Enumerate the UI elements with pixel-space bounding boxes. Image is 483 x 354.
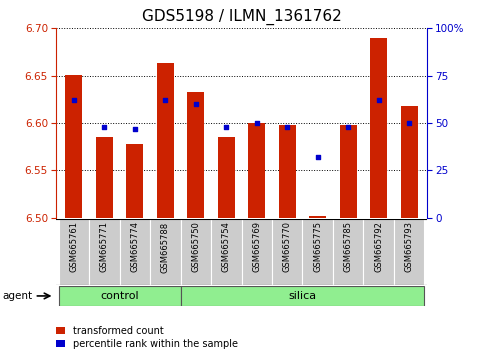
Bar: [66, 75, 82, 218]
Text: control: control: [100, 291, 139, 301]
Bar: [120, 219, 150, 285]
Bar: [248, 123, 265, 218]
Text: GSM665774: GSM665774: [130, 222, 139, 273]
Text: GSM665793: GSM665793: [405, 222, 413, 273]
Bar: [279, 125, 296, 218]
Bar: [302, 219, 333, 285]
Text: GSM665788: GSM665788: [161, 222, 170, 273]
Bar: [89, 219, 120, 285]
Text: GSM665775: GSM665775: [313, 222, 322, 273]
Bar: [181, 219, 211, 285]
Bar: [157, 63, 174, 218]
Point: [314, 154, 322, 160]
Bar: [181, 286, 425, 306]
Bar: [363, 219, 394, 285]
Text: GSM665750: GSM665750: [191, 222, 200, 272]
Text: GSM665771: GSM665771: [100, 222, 109, 273]
Point: [131, 126, 139, 132]
Text: GDS5198 / ILMN_1361762: GDS5198 / ILMN_1361762: [142, 9, 341, 25]
Bar: [58, 219, 89, 285]
Legend: transformed count, percentile rank within the sample: transformed count, percentile rank withi…: [56, 326, 238, 349]
Point: [70, 97, 78, 103]
Text: agent: agent: [2, 291, 32, 301]
Point: [100, 124, 108, 130]
Bar: [150, 219, 181, 285]
Point: [192, 101, 199, 107]
Point: [253, 120, 261, 126]
Bar: [187, 92, 204, 218]
Bar: [218, 137, 235, 218]
Bar: [127, 144, 143, 218]
Point: [222, 124, 230, 130]
Bar: [211, 219, 242, 285]
Text: GSM665792: GSM665792: [374, 222, 383, 272]
Text: GSM665770: GSM665770: [283, 222, 292, 273]
Point: [344, 124, 352, 130]
Bar: [58, 286, 181, 306]
Bar: [340, 125, 356, 218]
Bar: [272, 219, 302, 285]
Bar: [370, 38, 387, 218]
Text: GSM665754: GSM665754: [222, 222, 231, 272]
Point: [284, 124, 291, 130]
Point: [405, 120, 413, 126]
Bar: [309, 216, 326, 218]
Bar: [333, 219, 363, 285]
Point: [161, 97, 169, 103]
Text: GSM665785: GSM665785: [344, 222, 353, 273]
Bar: [242, 219, 272, 285]
Point: [375, 97, 383, 103]
Text: GSM665769: GSM665769: [252, 222, 261, 273]
Bar: [401, 106, 417, 218]
Text: silica: silica: [288, 291, 316, 301]
Bar: [394, 219, 425, 285]
Bar: [96, 137, 113, 218]
Text: GSM665761: GSM665761: [70, 222, 78, 273]
